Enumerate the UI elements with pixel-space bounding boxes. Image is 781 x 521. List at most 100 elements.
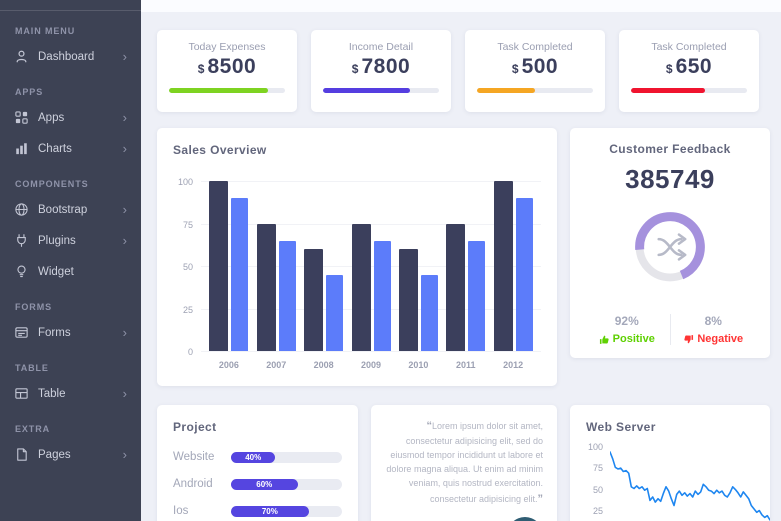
bar-primary-dark: [209, 181, 229, 351]
y-tick-label: 100: [177, 177, 193, 187]
testimonial-quote: “Lorem ipsum dolor sit amet, consectetur…: [386, 420, 543, 505]
x-tick-label: 2006: [218, 360, 239, 370]
bar-chart-icon: [14, 141, 29, 156]
feedback-split: 92% Positive 8% Negative: [584, 314, 756, 345]
testimonial-card: “Lorem ipsum dolor sit amet, consectetur…: [371, 405, 557, 521]
currency-symbol: $: [511, 62, 519, 76]
gridline: [201, 181, 541, 182]
gridline: [201, 308, 541, 310]
project-row-website: Website 40%: [173, 451, 342, 463]
sales-overview-card: Sales Overview 0 25 50 75 100 2006 2007 2008 200…: [157, 128, 557, 386]
project-progress-track: 60%: [231, 478, 342, 490]
lamp-icon: [14, 264, 29, 279]
y-tick-label: 25: [592, 505, 603, 516]
bar-group-2010: [398, 249, 438, 351]
table-icon: [14, 386, 29, 401]
sidebar-item-plugins[interactable]: Plugins ›: [0, 225, 141, 256]
bar-primary-blue: [373, 240, 391, 351]
positive-label: Positive: [612, 333, 655, 345]
row-3: Project Website 40% Android 60% Ios 70% “Lore…: [157, 405, 770, 521]
feedback-negative: 8% Negative: [671, 314, 757, 345]
chevron-right-icon: ›: [122, 109, 127, 125]
stat-card-title: Task Completed: [651, 41, 727, 53]
chevron-right-icon: ›: [122, 446, 127, 462]
sidebar-item-forms[interactable]: Forms ›: [0, 317, 141, 348]
project-card: Project Website 40% Android 60% Ios 70%: [157, 405, 358, 521]
sidebar-item-table[interactable]: Table ›: [0, 378, 141, 409]
feedback-donut: [584, 211, 756, 288]
stat-card-title: Income Detail: [348, 41, 414, 53]
stat-card-title: Task Completed: [497, 41, 573, 53]
gridline: [201, 351, 541, 352]
sidebar-top-strip: [0, 0, 141, 11]
project-row-label: Website: [173, 451, 215, 463]
sidebar: MAIN MENU Dashboard › APPS Apps › Charts › COMPO…: [0, 0, 141, 521]
bar-primary-blue: [231, 198, 249, 351]
project-row-label: Android: [173, 478, 213, 490]
avatar: [507, 516, 543, 521]
sales-x-axis: 2006 2007 2008 2009 2010 2011 2012: [201, 360, 541, 370]
project-progress-list: Website 40% Android 60% Ios 70%: [173, 451, 342, 517]
y-tick-label: 25: [182, 304, 193, 315]
bar-primary-dark: [493, 181, 513, 351]
x-tick-label: 2009: [360, 360, 382, 370]
bar-primary-blue: [420, 274, 438, 351]
sidebar-item-widget[interactable]: Widget: [0, 256, 141, 287]
currency-symbol: $: [197, 62, 205, 76]
y-tick-label: 50: [592, 484, 603, 495]
sidebar-item-label: Apps: [38, 111, 65, 124]
web-server-chart: 100 75 50 25: [586, 442, 770, 521]
bar-group-2012: [493, 181, 533, 351]
sales-y-axis: 0 25 50 75 100: [173, 177, 201, 357]
chevron-right-icon: ›: [122, 201, 127, 217]
bar-group-2006: [209, 181, 249, 351]
sidebar-item-label: Plugins: [38, 234, 76, 247]
progress-fill: [169, 88, 268, 93]
progress-fill: [477, 88, 535, 93]
sidebar-nav: MAIN MENU Dashboard › APPS Apps › Charts › COMPO…: [0, 11, 141, 470]
sidebar-section-header: TABLE: [15, 363, 49, 373]
form-icon: [14, 325, 29, 340]
bar-primary-dark: [446, 223, 466, 351]
sidebar-item-pages[interactable]: Pages ›: [0, 439, 141, 470]
bar-primary-dark: [398, 249, 418, 351]
sidebar-item-charts[interactable]: Charts ›: [0, 133, 141, 164]
project-title: Project: [173, 420, 217, 434]
progress-track: [169, 88, 285, 93]
thumb-down-icon: [684, 334, 694, 343]
sidebar-item-label: Table: [38, 387, 66, 400]
row-2: Sales Overview 0 25 50 75 100 2006 2007 2008 200…: [157, 128, 770, 386]
sidebar-item-label: Bootstrap: [38, 203, 88, 216]
bar-primary-dark: [351, 223, 371, 351]
project-row-android: Android 60%: [173, 478, 342, 490]
bar-primary-dark: [304, 249, 324, 351]
web-server-line: [610, 451, 770, 521]
chevron-right-icon: ›: [122, 48, 127, 64]
y-tick-label: 75: [182, 219, 193, 230]
sales-overview-chart: 0 25 50 75 100 2006 2007 2008 2009 2010 2011 2012: [173, 177, 541, 370]
sidebar-item-dashboard[interactable]: Dashboard ›: [0, 41, 141, 72]
stat-card-value: $7800: [351, 55, 411, 78]
stat-card: Task Completed $650: [619, 30, 759, 112]
stat-card: Task Completed $500: [465, 30, 605, 112]
sidebar-item-apps[interactable]: Apps ›: [0, 102, 141, 133]
x-tick-label: 2008: [313, 360, 334, 370]
bar-group-2007: [256, 223, 296, 351]
positive-percent: 92%: [614, 314, 639, 328]
thumb-up-icon: [599, 335, 609, 344]
plug-icon: [14, 233, 29, 248]
stat-card-value: $8500: [197, 55, 257, 78]
stat-card-value: $500: [511, 55, 559, 78]
stat-card: Income Detail $7800: [311, 30, 451, 112]
progress-track: [323, 88, 439, 93]
project-percent-label: 60%: [256, 479, 273, 489]
sidebar-item-bootstrap[interactable]: Bootstrap ›: [0, 194, 141, 225]
chevron-right-icon: ›: [122, 140, 127, 156]
testimonial-person: TYRION LANNISTER Founder-Ceo. Dell Corp: [385, 516, 543, 521]
stat-card-title: Today Expenses: [188, 41, 266, 53]
chevron-right-icon: ›: [122, 385, 127, 401]
sidebar-item-label: Pages: [38, 448, 71, 461]
bar-primary-dark: [256, 223, 276, 351]
sidebar-section-header: EXTRA: [15, 424, 51, 434]
